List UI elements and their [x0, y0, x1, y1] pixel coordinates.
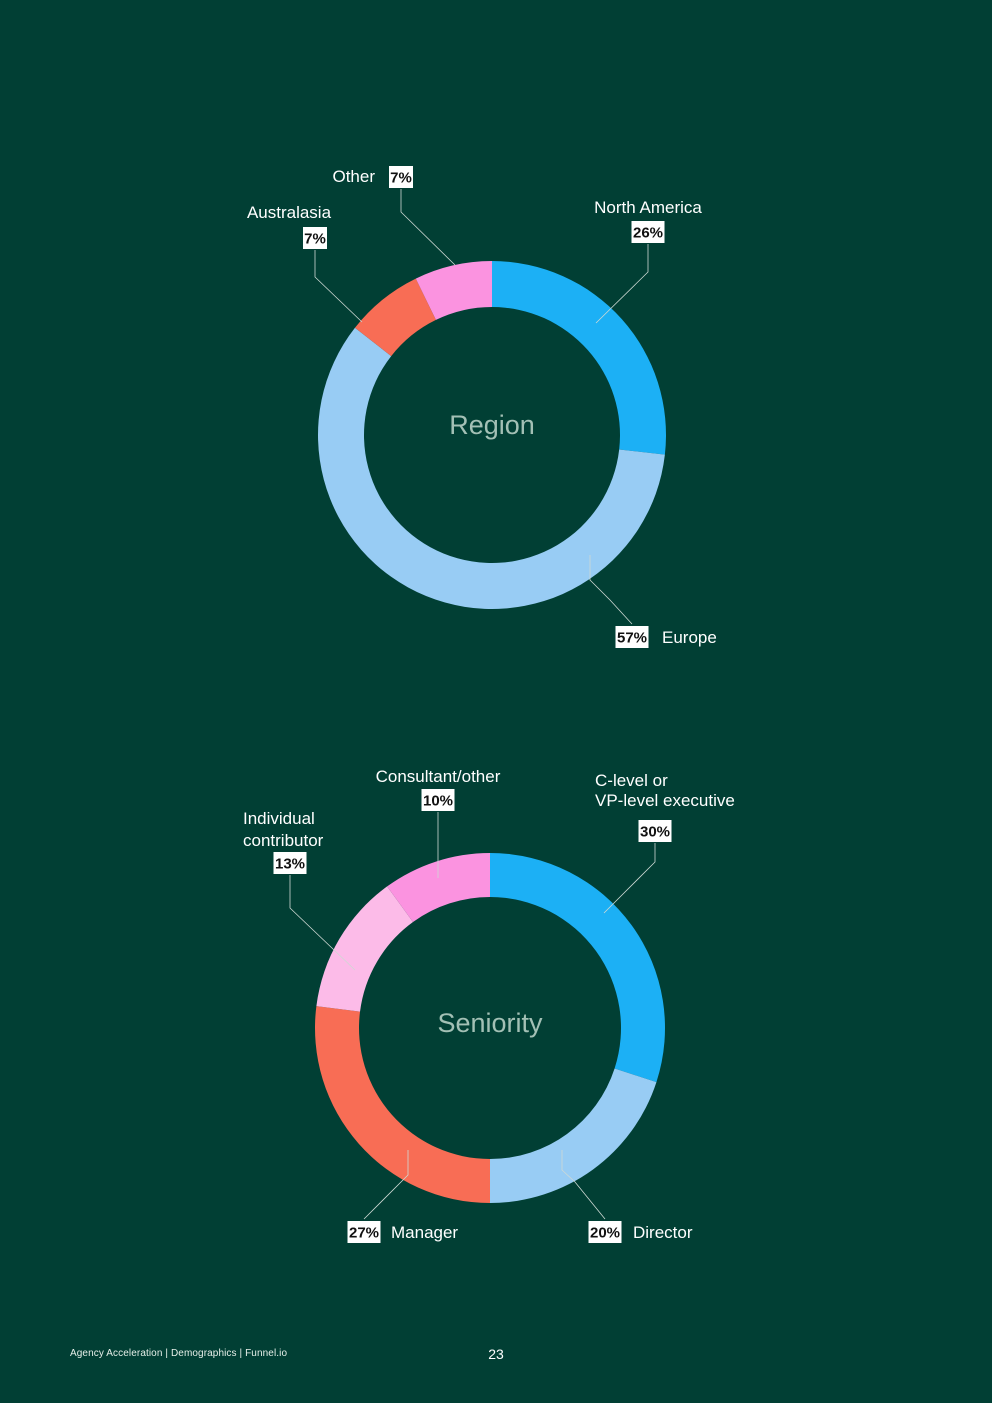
- value-badge-europe-text: 57%: [617, 630, 647, 647]
- value-badge-individual-contributor-bg: [273, 852, 307, 874]
- footer-report-title: Agency Acceleration | Demographics | Fun…: [70, 1348, 288, 1359]
- value-badge-director-text: 20%: [590, 1225, 620, 1242]
- leader-line-director: [561, 1150, 606, 1220]
- value-badge-consultant-other-bg: [421, 789, 455, 811]
- leader-line-manager: [363, 1150, 409, 1220]
- value-badge-individual-contributor-text: 13%: [275, 856, 305, 873]
- slice-europe: [317, 327, 665, 610]
- value-badge-director-bg: [588, 1221, 622, 1243]
- slice-manager: [315, 1006, 490, 1203]
- value-badge-manager-bg: [347, 1221, 381, 1243]
- label-europe: Europe: [662, 628, 717, 647]
- leader-line-australasia: [314, 250, 363, 323]
- value-badge-north-america: 26%: [631, 221, 665, 243]
- label-c-level-or-vp-level-executive-line-1: C-level or: [595, 771, 668, 790]
- value-badge-consultant-other-text: 10%: [423, 793, 453, 810]
- value-badge-australasia-text: 7%: [304, 231, 326, 248]
- value-badge-c-level-or-vp-level-executive: 30%: [638, 820, 672, 842]
- leader-line-europe: [589, 555, 633, 625]
- leader-line-north-america: [595, 244, 649, 324]
- slice-individual-contributor: [316, 886, 414, 1012]
- value-badge-manager: 27%: [347, 1221, 381, 1243]
- value-badge-north-america-text: 26%: [633, 225, 663, 242]
- slice-director: [490, 1068, 657, 1203]
- label-individual-contributor-line-1: Individual: [243, 809, 315, 828]
- donut-center-label: Region: [449, 410, 535, 440]
- slice-north-america: [492, 261, 666, 455]
- page-number: 23: [488, 1346, 504, 1362]
- label-c-level-or-vp-level-executive-line-2: VP-level executive: [595, 791, 735, 810]
- value-badge-other: 7%: [389, 166, 413, 188]
- label-individual-contributor-line-2: contributor: [243, 831, 324, 850]
- label-other: Other: [332, 167, 375, 186]
- value-badge-australasia-bg: [303, 227, 327, 249]
- value-badge-individual-contributor: 13%: [273, 852, 307, 874]
- value-badge-consultant-other: 10%: [421, 789, 455, 811]
- label-north-america: North America: [594, 198, 702, 217]
- value-badge-europe: 57%: [615, 626, 649, 648]
- slice-other: [415, 261, 492, 320]
- label-manager: Manager: [391, 1223, 458, 1242]
- value-badge-other-bg: [389, 166, 413, 188]
- value-badge-manager-text: 27%: [349, 1225, 379, 1242]
- leader-line-c-level-or-vp-level-executive: [603, 843, 656, 914]
- value-badge-australasia: 7%: [303, 227, 327, 249]
- leader-line-other: [400, 189, 456, 266]
- leader-line-individual-contributor: [289, 875, 356, 971]
- value-badge-c-level-or-vp-level-executive-bg: [638, 820, 672, 842]
- value-badge-c-level-or-vp-level-executive-text: 30%: [640, 824, 670, 841]
- label-australasia: Australasia: [247, 203, 332, 222]
- label-consultant-other: Consultant/other: [376, 767, 501, 786]
- value-badge-north-america-bg: [631, 221, 665, 243]
- donut-center-label: Seniority: [437, 1008, 543, 1038]
- donut-chart-region: Region North America 26% Europe 57% Australas…: [247, 166, 717, 648]
- slice-australasia: [354, 278, 436, 357]
- label-director: Director: [633, 1223, 693, 1242]
- slice-consultant-other: [387, 853, 490, 923]
- slice-c-level-or-vp-level-executive: [490, 853, 665, 1083]
- value-badge-europe-bg: [615, 626, 649, 648]
- value-badge-director: 20%: [588, 1221, 622, 1243]
- value-badge-other-text: 7%: [390, 170, 412, 187]
